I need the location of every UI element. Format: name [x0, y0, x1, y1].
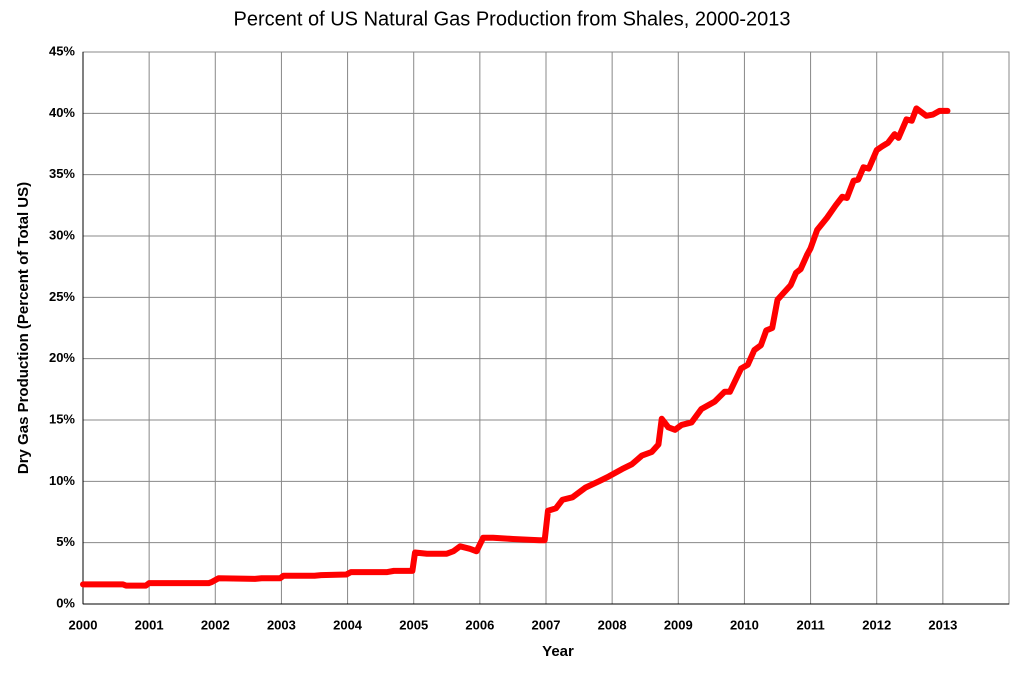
x-tick-label: 2013	[928, 617, 957, 632]
y-tick-label: 45%	[49, 43, 75, 58]
chart-title: Percent of US Natural Gas Production fro…	[234, 8, 791, 30]
y-axis-title: Dry Gas Production (Percent of Total US)	[15, 182, 32, 474]
x-tick-label: 2012	[862, 617, 891, 632]
y-tick-label: 35%	[49, 166, 75, 181]
x-tick-label: 2002	[201, 617, 230, 632]
x-tick-label: 2010	[730, 617, 759, 632]
y-tick-label: 10%	[49, 473, 75, 488]
x-tick-label: 2009	[664, 617, 693, 632]
y-tick-label: 25%	[49, 289, 75, 304]
y-tick-label: 20%	[49, 350, 75, 365]
x-tick-label: 2006	[465, 617, 494, 632]
y-tick-label: 40%	[49, 105, 75, 120]
x-axis-title: Year	[542, 643, 574, 660]
y-tick-label: 15%	[49, 411, 75, 426]
data-line	[80, 105, 951, 589]
x-tick-label: 2001	[135, 617, 164, 632]
x-tick-label: 2008	[598, 617, 627, 632]
x-tick-label: 2007	[532, 617, 561, 632]
x-tick-label: 2004	[333, 617, 363, 632]
y-tick-label: 0%	[56, 595, 75, 610]
y-tick-label: 5%	[56, 534, 75, 549]
y-tick-label: 30%	[49, 227, 75, 242]
x-tick-label: 2011	[796, 617, 824, 632]
x-tick-label: 2003	[267, 617, 296, 632]
x-tick-label: 2000	[69, 617, 98, 632]
x-tick-label: 2005	[399, 617, 428, 632]
